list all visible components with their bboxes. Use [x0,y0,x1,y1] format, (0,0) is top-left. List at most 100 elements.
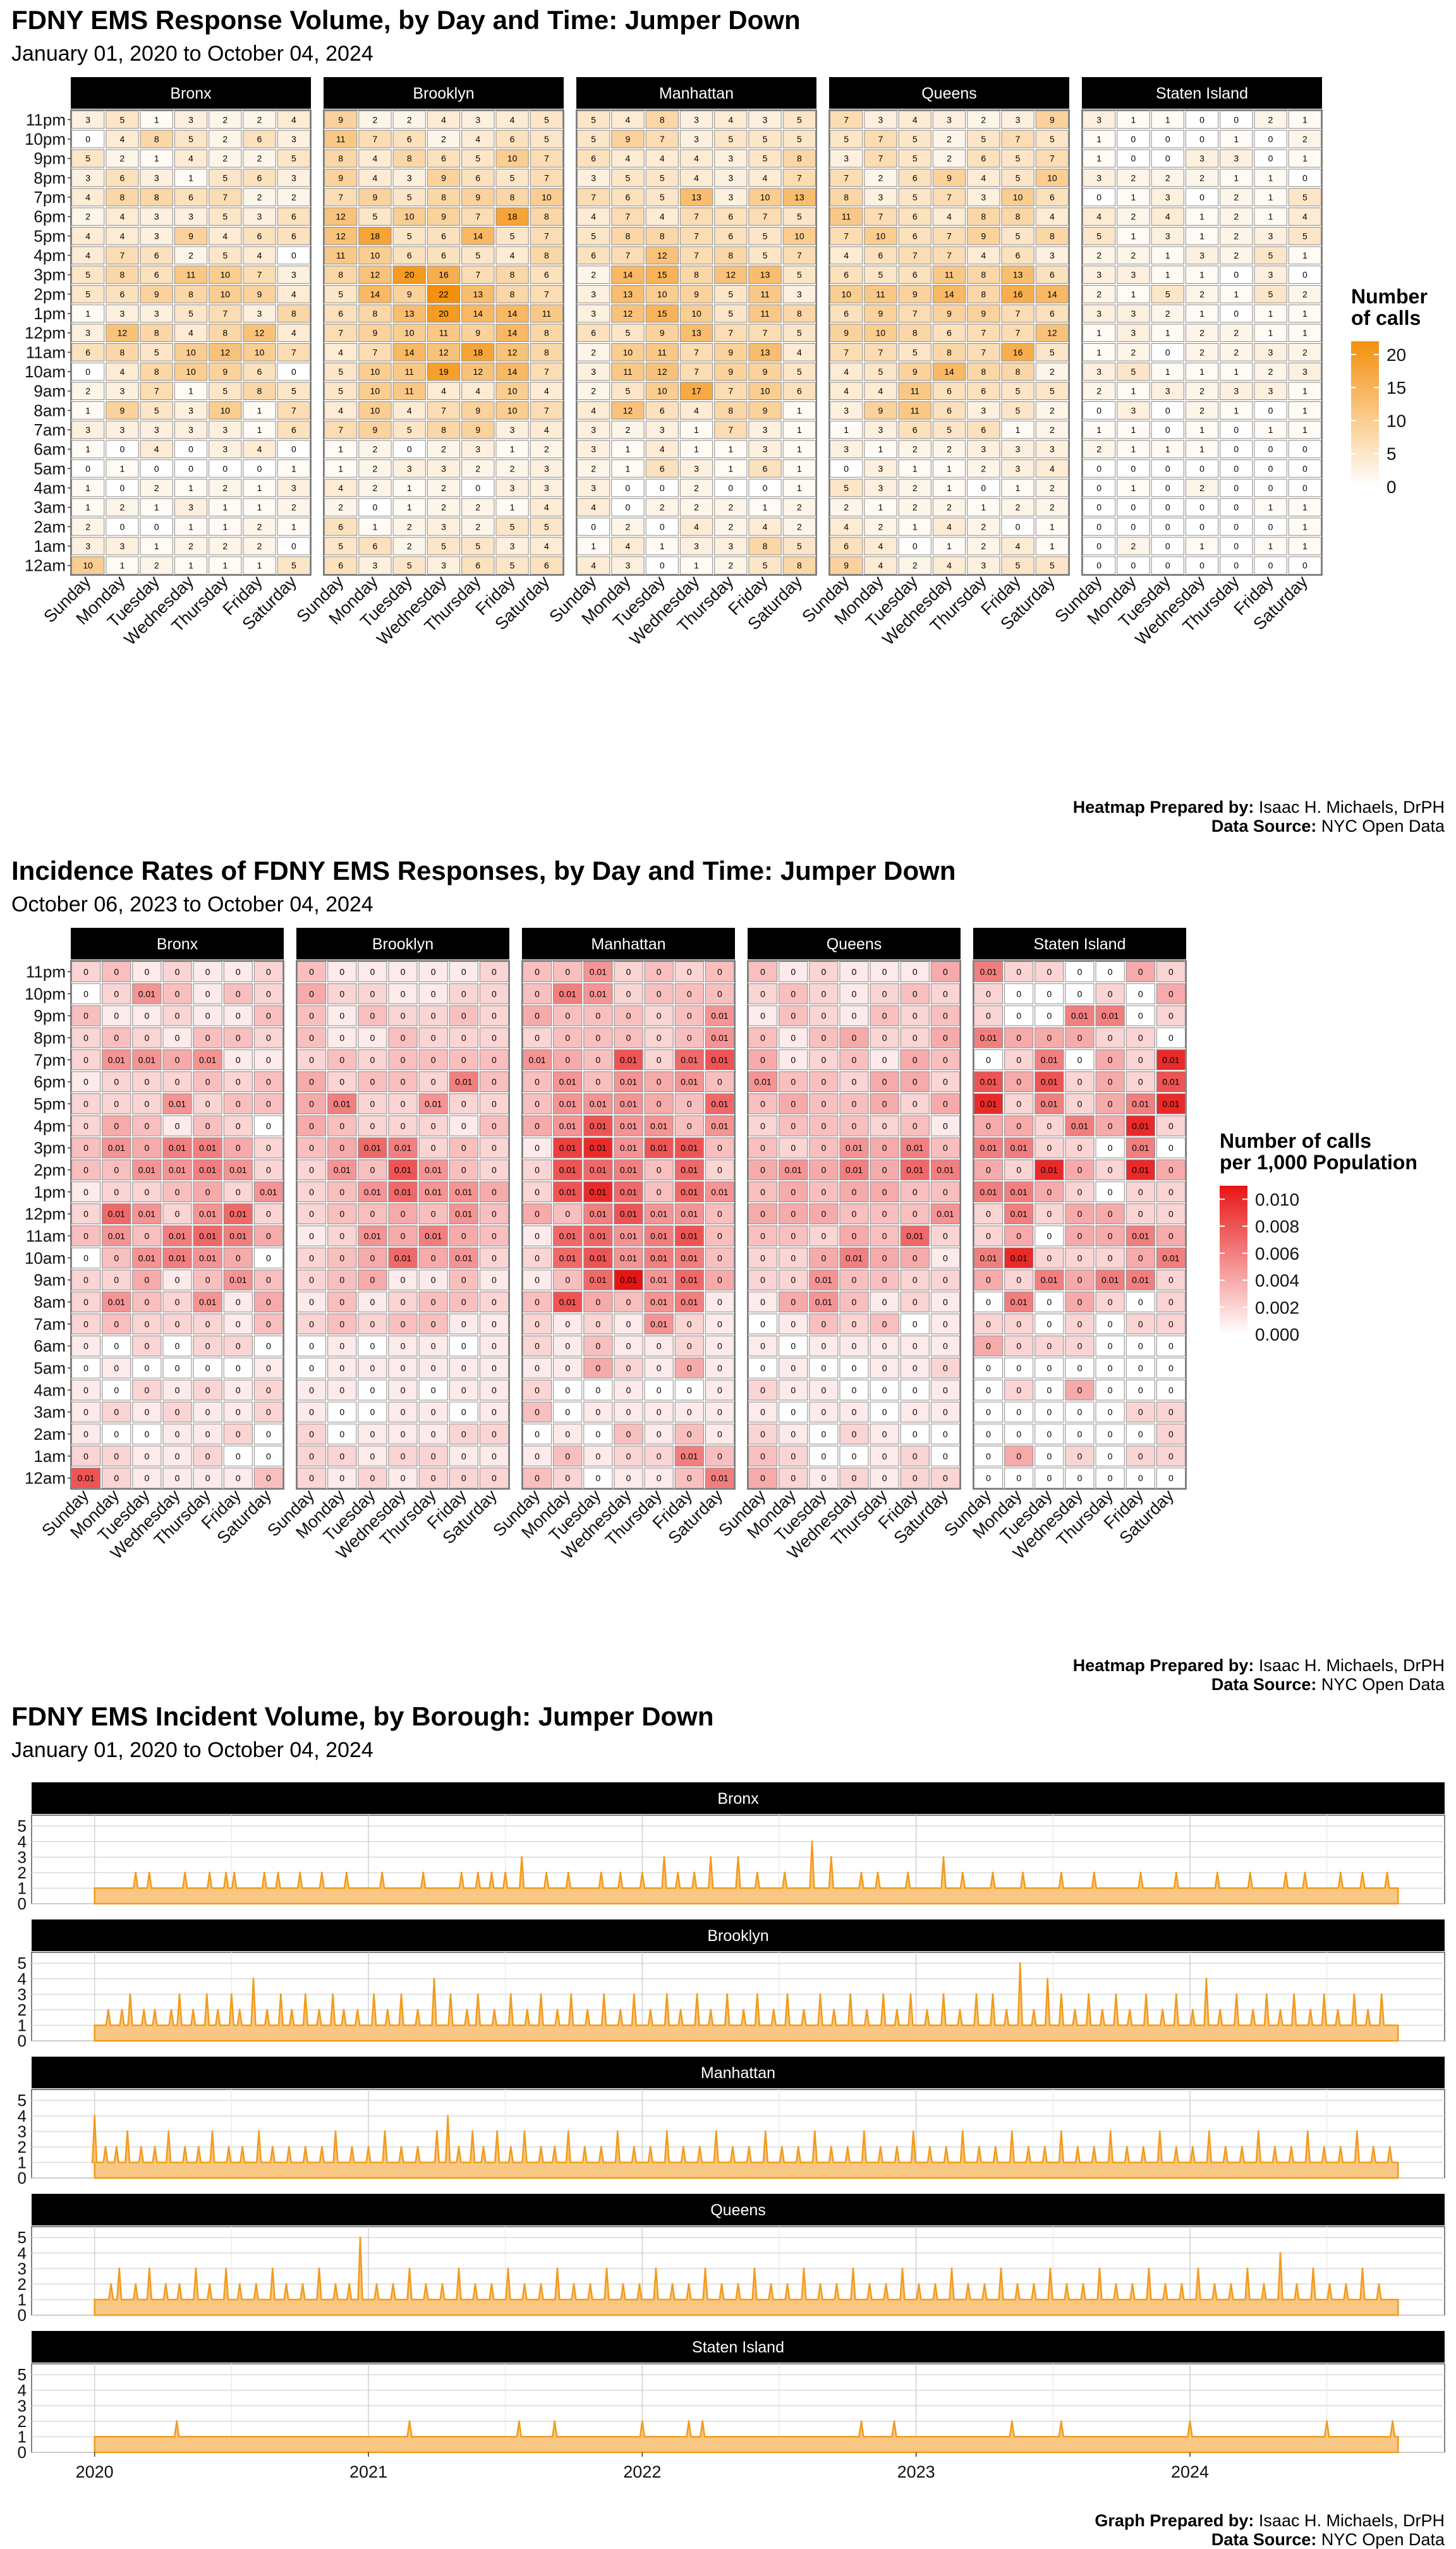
cell-label: 5 [475,541,480,551]
heat-cell [243,556,276,575]
heat-cell [553,1159,583,1181]
cell-label: 2 [188,541,193,551]
heat-cell [358,111,392,129]
heat-cell [461,556,495,575]
cell-label: 0.01 [754,1077,771,1087]
heat-cell [418,1049,448,1071]
data-point [1082,2283,1084,2285]
cell-label: 11 [876,289,885,299]
heat-cell [644,1291,674,1313]
heat-cell [1083,149,1116,168]
data-point [1230,2283,1232,2285]
heat-cell [898,324,931,343]
heat-cell [1001,420,1034,439]
heat-cell [495,382,529,401]
cell-label: 0 [431,1011,436,1021]
cell-label: 0 [657,989,662,999]
heat-cell [388,1005,418,1026]
cell-label: 1 [797,463,802,473]
y-tick-label: 11am [26,343,66,362]
cell-label: 5 [913,134,918,144]
heat-cell [1004,1445,1034,1467]
heat-cell [705,1269,735,1291]
data-point [1162,2009,1164,2011]
cell-label: 3 [878,192,883,202]
data-point [1304,1871,1306,1874]
cell-label: 2 [913,444,918,454]
heat-cell [1001,401,1034,420]
heat-cell [1185,149,1219,168]
cell-label: 0 [535,1098,540,1109]
cell-label: 0 [370,1363,375,1373]
heat-cell [132,1313,162,1335]
heat-cell [1083,459,1116,478]
cell-label: 3 [694,463,699,473]
heat-cell [530,518,564,536]
cell-label: 0 [1234,270,1239,280]
cell-label: 0 [401,989,406,999]
cell-label: 5 [797,328,802,338]
heat-cell [611,188,645,207]
cell-label: 0 [595,1033,600,1043]
heat-cell [1001,362,1034,381]
heat-cell [614,1181,643,1203]
cell-label: 0 [852,1055,857,1065]
cell-label: 0 [626,1451,631,1461]
heat-cell [674,1335,704,1357]
cell-label: 5 [1016,561,1021,571]
cell-label: 0 [266,989,271,999]
heat-cell [967,518,1000,536]
cell-label: 0 [175,1187,180,1197]
cell-label: 0 [1108,1055,1113,1065]
heat-cell [106,169,139,187]
cell-label: 0 [1108,1363,1113,1373]
heat-cell [864,149,897,168]
cell-label: 0 [114,1253,119,1263]
y-tick-label: 6am [33,1337,66,1356]
cell-label: 1 [1268,425,1273,435]
cell-label: 5 [1050,347,1055,357]
cell-label: 2 [947,444,952,454]
cell-label: 1 [257,425,262,435]
heat-cell [614,1335,643,1357]
cell-label: 0 [461,1407,466,1417]
cell-label: 0 [370,1341,375,1351]
cell-label: 0 [626,1363,631,1373]
cell-label: 8 [626,231,631,241]
cell-label: 2 [1199,328,1204,338]
credit-label: Heatmap Prepared by: [1072,1656,1254,1675]
heat-cell [967,343,1000,362]
data-point [205,1993,208,1995]
cell-label: 0 [309,1363,314,1373]
data-point [408,2267,411,2270]
cell-label: 0 [205,1187,210,1197]
heat-cell [1151,459,1184,478]
cell-label: 0 [291,250,296,260]
cell-label: 0 [882,989,887,999]
cell-label: 3 [154,308,159,319]
cell-label: 0 [175,1055,180,1065]
data-point [447,2115,449,2117]
heat-cell [748,111,782,129]
cell-label: 5 [1050,561,1055,571]
data-point [961,2130,964,2132]
heat-cell [297,961,327,982]
cell-label: 0 [791,1187,796,1197]
heat-cell [553,1093,583,1114]
cell-label: 0 [1016,989,1021,999]
heat-cell [449,1027,478,1049]
heat-cell [1288,401,1321,420]
cell-label: 4 [257,250,262,260]
data-point [737,1856,739,1858]
cell-label: 0 [175,1429,180,1439]
cell-label: 4 [878,386,883,396]
cell-label: 2 [878,173,883,183]
cell-label: 5 [85,270,90,280]
heat-cell [162,1335,192,1357]
data-point [279,1993,282,1995]
cell-label: 1 [797,483,802,493]
heat-cell [898,518,931,536]
cell-label: 8 [981,367,986,377]
heat-cell [932,537,966,556]
heat-cell [830,149,863,168]
